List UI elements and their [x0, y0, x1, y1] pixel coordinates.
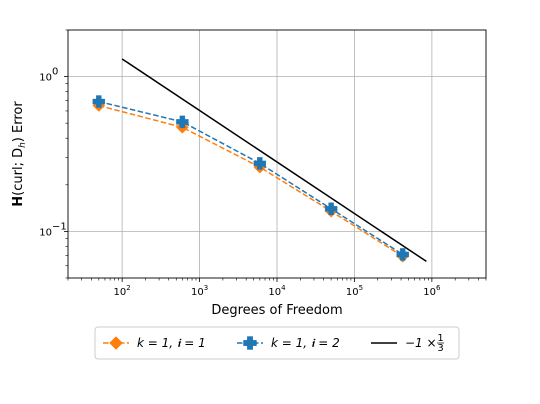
grid — [68, 30, 486, 278]
plus-marker — [253, 157, 267, 170]
legend-label: −1 × — [405, 336, 437, 350]
y-label-rest: (curl; D — [11, 148, 26, 196]
y-tick-label: 10 — [39, 227, 52, 238]
plus-marker — [243, 336, 257, 350]
y-tick-exponent: 0 — [52, 67, 58, 78]
series-reference-slope — [121, 58, 427, 263]
legend: k = 1, 𝖎 = 1 k = 1, 𝖎 = 2 −1 × 13 — [94, 326, 460, 360]
x-tick-label: 104 — [268, 284, 286, 298]
legend-box — [94, 326, 460, 360]
legend-label: k = 1, 𝖎 = 2 — [271, 336, 340, 350]
x-tick-label: 105 — [346, 284, 363, 298]
legend-frac-numerator: 1 — [437, 333, 443, 344]
legend-entry: −1 × 13 — [371, 333, 445, 354]
y-tick-exponent: −1 — [52, 221, 67, 232]
plus-marker — [176, 115, 189, 129]
y-tick-label: 10 — [39, 73, 52, 84]
plus-marker — [396, 248, 409, 261]
y-label-bold: H — [11, 196, 26, 207]
series-plus — [92, 95, 409, 261]
legend-entry: k = 1, 𝖎 = 1 — [103, 336, 206, 350]
x-tick-label: 106 — [423, 284, 441, 298]
series-line — [121, 58, 427, 263]
legend-frac-denominator: 3 — [437, 343, 443, 354]
y-label-subscript: h — [18, 142, 28, 148]
x-axis-label: Degrees of Freedom — [211, 303, 342, 318]
y-axis-label: H(curl; Dh) Error — [11, 101, 28, 207]
legend-label: k = 1, 𝖎 = 1 — [137, 336, 206, 350]
series-layer — [92, 58, 427, 263]
x-tick-label: 102 — [114, 284, 131, 298]
series-line — [98, 100, 404, 256]
plus-marker — [324, 202, 338, 215]
plus-marker — [92, 95, 106, 108]
y-label-suffix: ) Error — [11, 101, 26, 143]
legend-entry: k = 1, 𝖎 = 2 — [237, 336, 340, 350]
diamond-marker — [109, 336, 123, 350]
x-tick-label: 103 — [191, 284, 208, 298]
